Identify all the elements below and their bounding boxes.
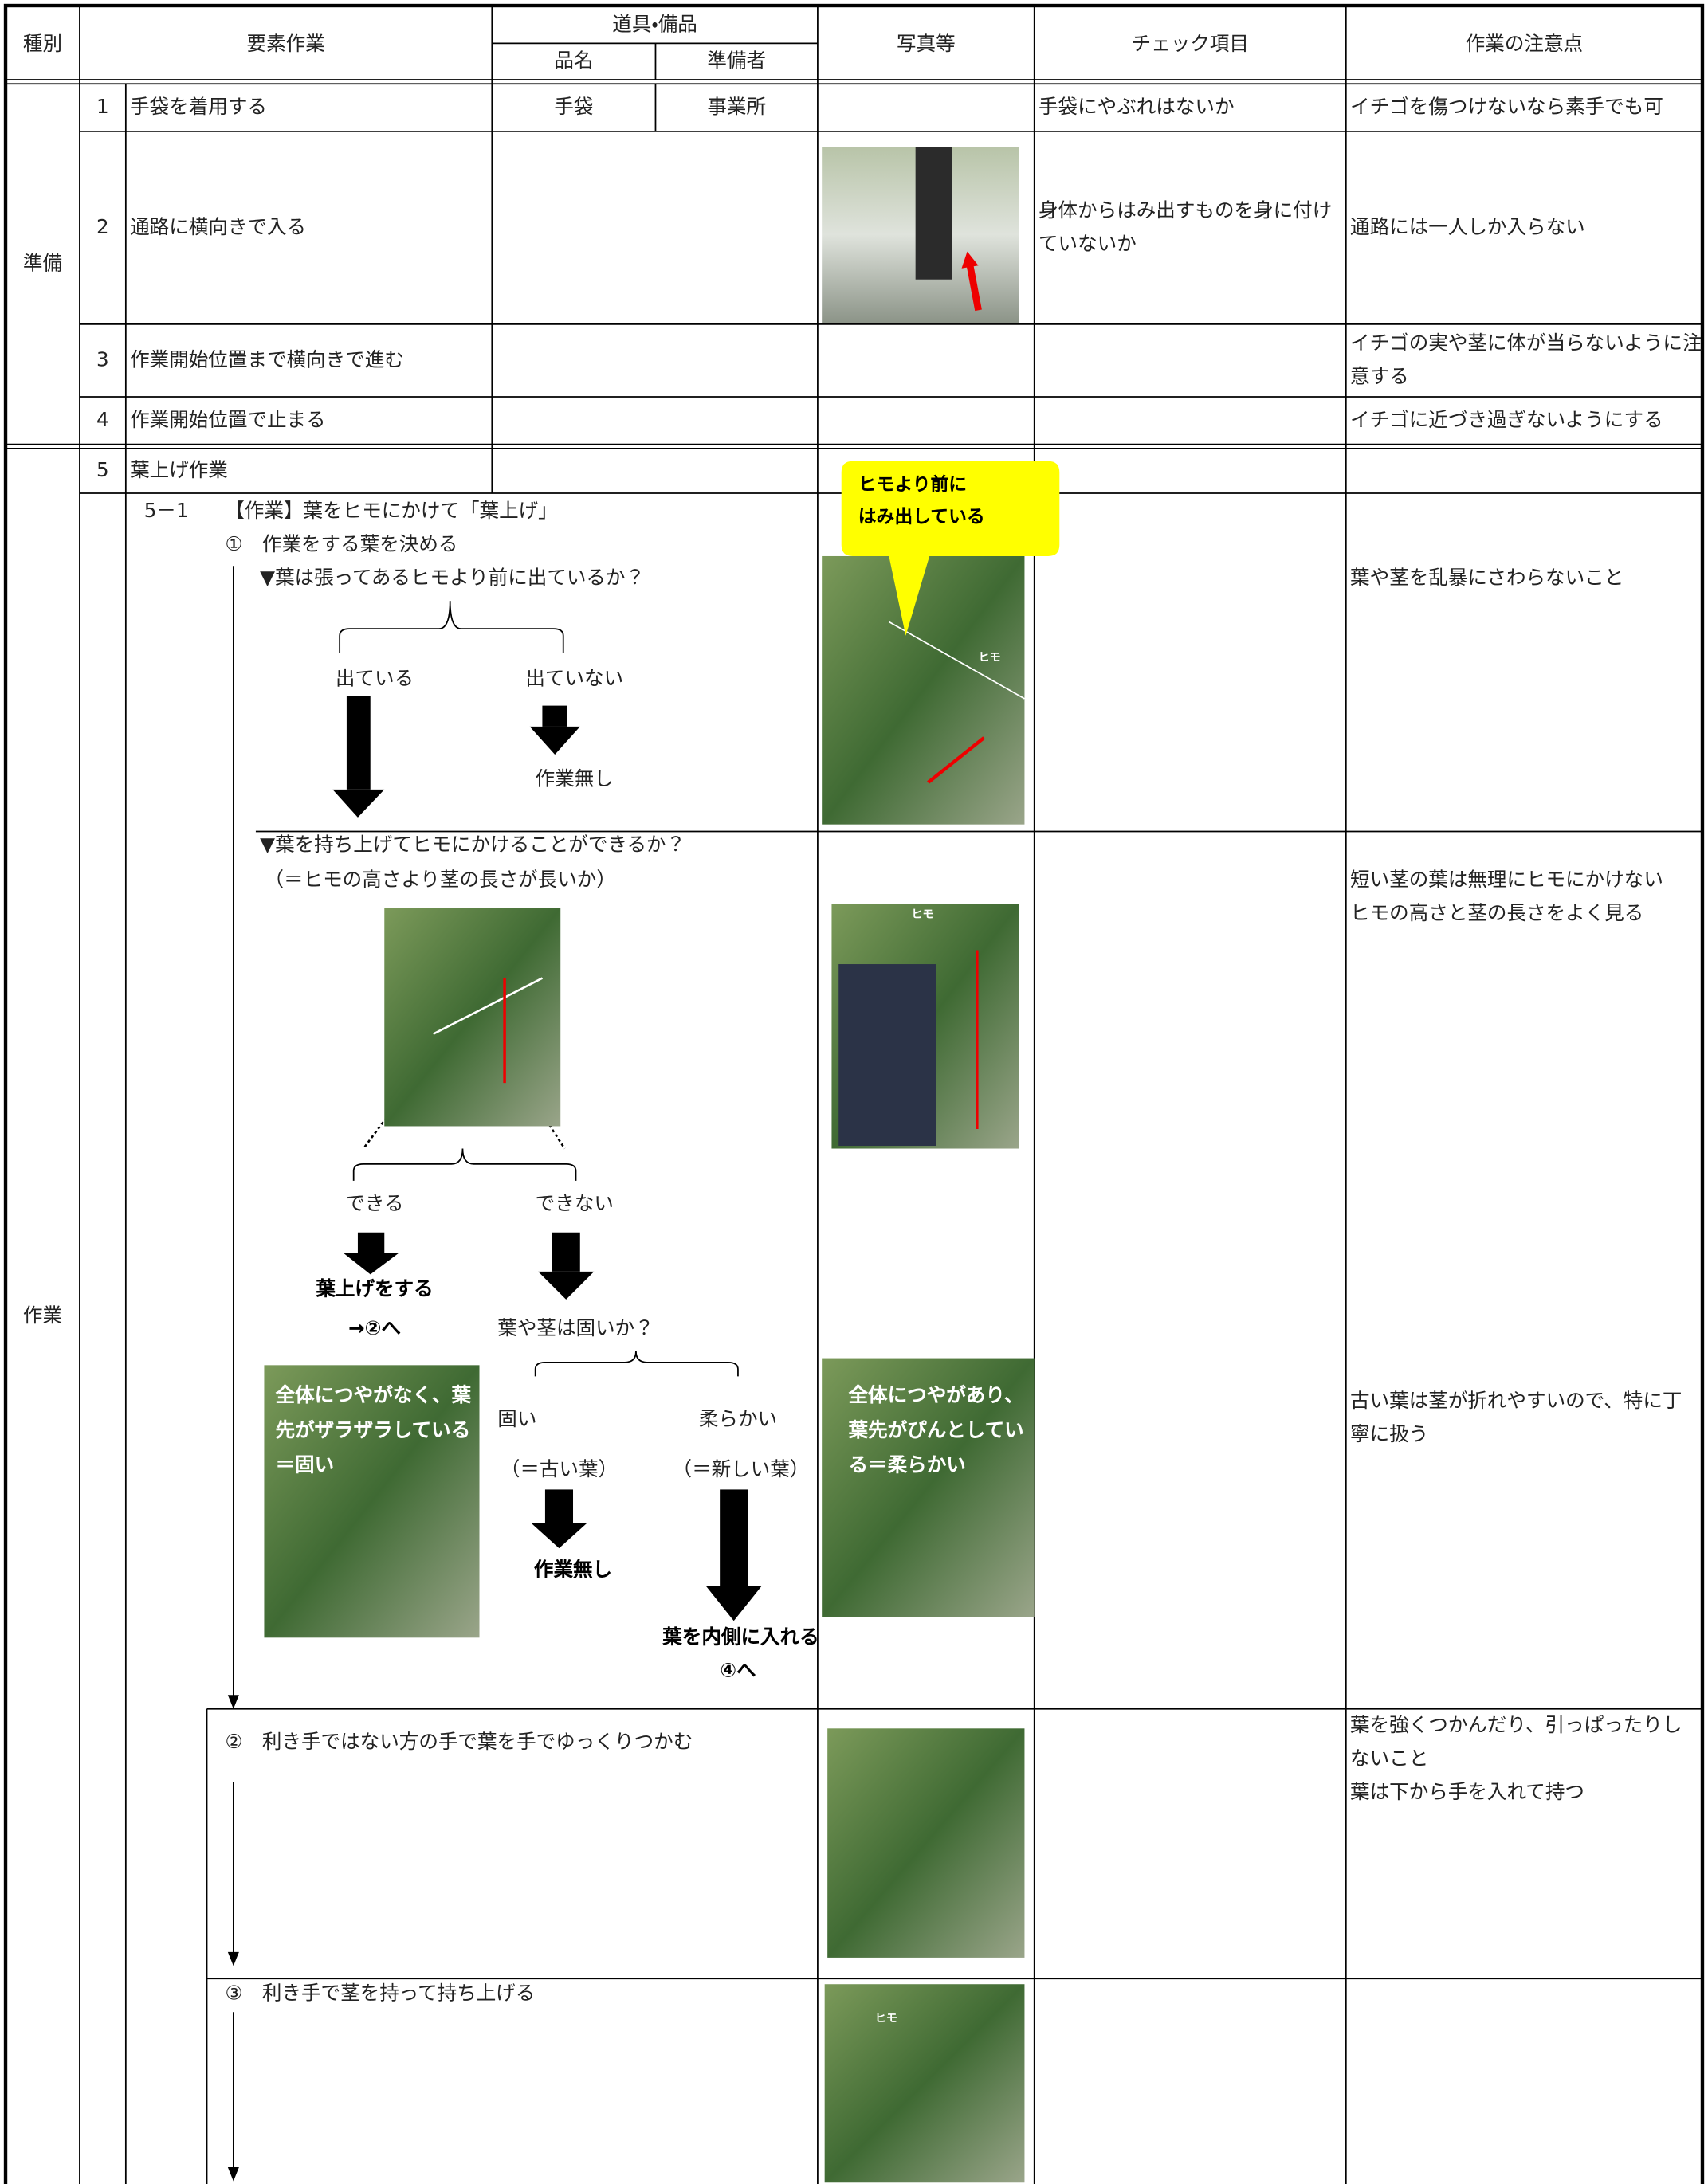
flow-text: ▼葉は張ってあるヒモより前に出ているか？ bbox=[260, 567, 646, 590]
header-cell: 準備者 bbox=[707, 50, 767, 73]
sub-step: ① 作業をする葉を決める bbox=[225, 533, 458, 556]
step-task: 葉上げ作業 bbox=[130, 459, 228, 483]
note-text: 葉や茎を乱暴にさわらないこと bbox=[1350, 567, 1624, 590]
flow-text: 葉や茎は固いか？ bbox=[497, 1317, 654, 1340]
step-no: 4 bbox=[96, 409, 109, 432]
header-cell: 写真等 bbox=[896, 33, 956, 57]
step-check: 身体からはみ出すものを身に付けていないか bbox=[1038, 199, 1333, 256]
note-text: 葉を強くつかんだり、引っぱったりしないこと bbox=[1350, 1714, 1682, 1770]
flow-arrows bbox=[227, 566, 762, 2182]
step-note: 通路には一人しか入らない bbox=[1350, 216, 1585, 239]
note-text: 短い茎の葉は無理にヒモにかけない bbox=[1350, 869, 1663, 892]
callout-text: ヒモより前に bbox=[858, 475, 968, 496]
flow-text: →②へ bbox=[348, 1317, 401, 1340]
flow-text: ▼葉を持ち上げてヒモにかけることができるか？ bbox=[260, 833, 686, 857]
step-task: 作業開始位置まで横向きで進む bbox=[130, 349, 404, 372]
section-label: 準備 bbox=[22, 253, 63, 276]
flow-text: （＝古い葉） bbox=[500, 1458, 618, 1481]
step-task: 作業開始位置で止まる bbox=[130, 409, 326, 432]
sub-step: ② 利き手ではない方の手で葉を手でゆっくりつかむ bbox=[225, 1731, 693, 1754]
step-provider: 事業所 bbox=[707, 96, 767, 120]
header-cell: 作業の注意点 bbox=[1465, 33, 1584, 57]
step-item: 手袋 bbox=[554, 96, 594, 120]
callout-text: はみ出している bbox=[858, 507, 985, 528]
step-no: 1 bbox=[96, 96, 109, 120]
note-text: ヒモの高さと茎の長さをよく見る bbox=[1350, 902, 1644, 925]
flow-text: 出ていない bbox=[525, 668, 624, 691]
flow-text: ④へ bbox=[720, 1660, 756, 1683]
step-note: イチゴに近づき過ぎないようにする bbox=[1350, 409, 1663, 432]
note-text: 葉は下から手を入れて持つ bbox=[1350, 1781, 1584, 1805]
photo-caption: 全体につやがあり、葉先がぴんとしている＝柔らかい bbox=[848, 1384, 1024, 1477]
step-task: 手袋を着用する bbox=[130, 96, 267, 120]
sub-step-title: 【作業】葉をヒモにかけて「葉上げ」 bbox=[225, 500, 558, 523]
grid-lines bbox=[3, 3, 1705, 2184]
step-note: イチゴの実や茎に体が当らないように注意する bbox=[1350, 332, 1702, 389]
flow-text: 柔らかい bbox=[698, 1408, 778, 1431]
flow-text: 固い bbox=[497, 1408, 537, 1431]
step-task: 通路に横向きで入る bbox=[130, 216, 307, 239]
step-no: 2 bbox=[96, 216, 109, 239]
photo-caption: 全体につやがなく、葉先がザラザラしている＝固い bbox=[275, 1384, 471, 1477]
step-no: 3 bbox=[96, 349, 109, 372]
photo-label: ヒモ bbox=[874, 2012, 897, 2025]
step-note: イチゴを傷つけないなら素手でも可 bbox=[1350, 96, 1663, 120]
section-label: 作業 bbox=[22, 1304, 63, 1327]
header-cell: チェック項目 bbox=[1131, 33, 1249, 57]
header-cell: 種別 bbox=[22, 33, 63, 57]
photo-label: ヒモ bbox=[978, 651, 1001, 664]
header-cell: 道具・備品 bbox=[612, 13, 697, 36]
header-cell: 要素作業 bbox=[246, 33, 325, 57]
flow-text: 葉を内側に入れる bbox=[662, 1626, 819, 1649]
flow-text: できない bbox=[535, 1193, 614, 1216]
flow-text: 作業無し bbox=[533, 1559, 613, 1582]
flow-text: できる bbox=[345, 1193, 404, 1216]
note-text: 古い葉は茎が折れやすいので、特に丁寧に扱う bbox=[1350, 1390, 1682, 1447]
photo-label: ヒモ bbox=[911, 908, 934, 921]
flow-text: 作業無し bbox=[535, 768, 614, 791]
sub-step-no: 5－1 bbox=[143, 500, 189, 523]
flow-text: 出ている bbox=[335, 668, 414, 691]
step-check: 手袋にやぶれはないか bbox=[1038, 96, 1235, 120]
photos bbox=[264, 147, 1060, 2183]
step-no: 5 bbox=[96, 459, 109, 483]
flow-text: （＝ヒモの高さより茎の長さが長いか） bbox=[264, 869, 616, 892]
header-cell: 品名 bbox=[554, 50, 594, 73]
flow-text: （＝新しい葉） bbox=[672, 1458, 810, 1481]
flow-text: 葉上げをする bbox=[316, 1278, 434, 1301]
sub-step: ③ 利き手で茎を持って持ち上げる bbox=[225, 1982, 536, 2006]
